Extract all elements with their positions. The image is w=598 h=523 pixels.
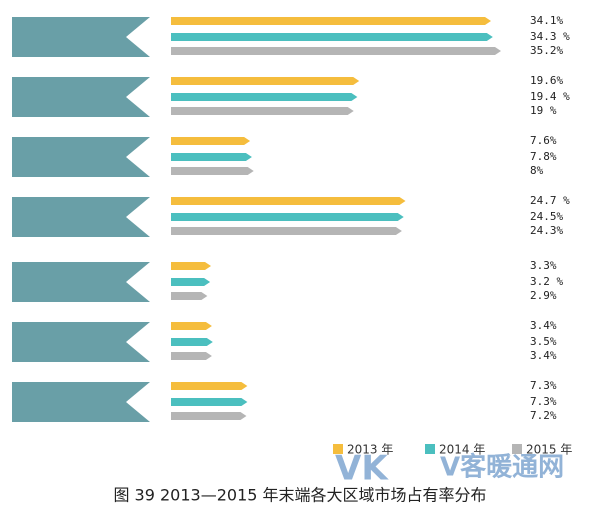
value-label: 7.3% xyxy=(530,379,557,392)
value-label: 2.9% xyxy=(530,289,557,302)
legend-swatch xyxy=(512,444,522,454)
bar xyxy=(171,107,354,115)
bar xyxy=(171,77,360,85)
value-label: 19.4 % xyxy=(530,90,570,103)
value-label: 24.5% xyxy=(530,210,563,223)
category-ribbon xyxy=(12,322,150,362)
legend-swatch xyxy=(425,444,435,454)
watermark: V客暖通网 xyxy=(440,452,564,483)
value-label: 3.3% xyxy=(530,259,557,272)
value-label: 35.2% xyxy=(530,44,563,57)
bar xyxy=(171,352,212,360)
caption: 图 39 2013—2015 年末端各大区域市场占有率分布 xyxy=(113,486,486,505)
category-ribbon xyxy=(12,197,150,237)
bar xyxy=(171,398,248,406)
legend-label: 2015 年 xyxy=(526,443,572,457)
bar xyxy=(171,412,247,420)
bar xyxy=(171,278,211,286)
bar xyxy=(171,33,493,41)
value-label: 3.4% xyxy=(530,349,557,362)
value-label: 8% xyxy=(530,164,544,177)
value-label: 19.6% xyxy=(530,74,563,87)
category-ribbon xyxy=(12,137,150,177)
category-ribbon xyxy=(12,382,150,422)
bar xyxy=(171,167,254,175)
bar xyxy=(171,47,501,55)
category-ribbon xyxy=(12,77,150,117)
value-label: 34.1% xyxy=(530,14,563,27)
watermark: VK xyxy=(335,449,389,489)
value-label: 7.2% xyxy=(530,409,557,422)
bar xyxy=(171,93,358,101)
bar xyxy=(171,322,212,330)
value-label: 24.3% xyxy=(530,224,563,237)
category-ribbon xyxy=(12,17,150,57)
value-label: 3.4% xyxy=(530,319,557,332)
value-label: 24.7 % xyxy=(530,194,570,207)
bar xyxy=(171,213,404,221)
bar xyxy=(171,227,402,235)
bar xyxy=(171,197,406,205)
value-label: 19 % xyxy=(530,104,557,117)
value-label: 7.8% xyxy=(530,150,557,163)
bar xyxy=(171,292,208,300)
bar xyxy=(171,382,248,390)
category-ribbon xyxy=(12,262,150,302)
value-label: 3.5% xyxy=(530,335,557,348)
value-label: 7.3% xyxy=(530,395,557,408)
value-label: 34.3 % xyxy=(530,30,570,43)
bar xyxy=(171,17,491,25)
legend-label: 2014 年 xyxy=(439,443,485,457)
value-label: 3.2 % xyxy=(530,275,563,288)
value-label: 7.6% xyxy=(530,134,557,147)
bar xyxy=(171,153,252,161)
bar xyxy=(171,262,211,270)
legend-swatch xyxy=(333,444,343,454)
bar xyxy=(171,137,251,145)
legend-label: 2013 年 xyxy=(347,443,393,457)
bar xyxy=(171,338,213,346)
